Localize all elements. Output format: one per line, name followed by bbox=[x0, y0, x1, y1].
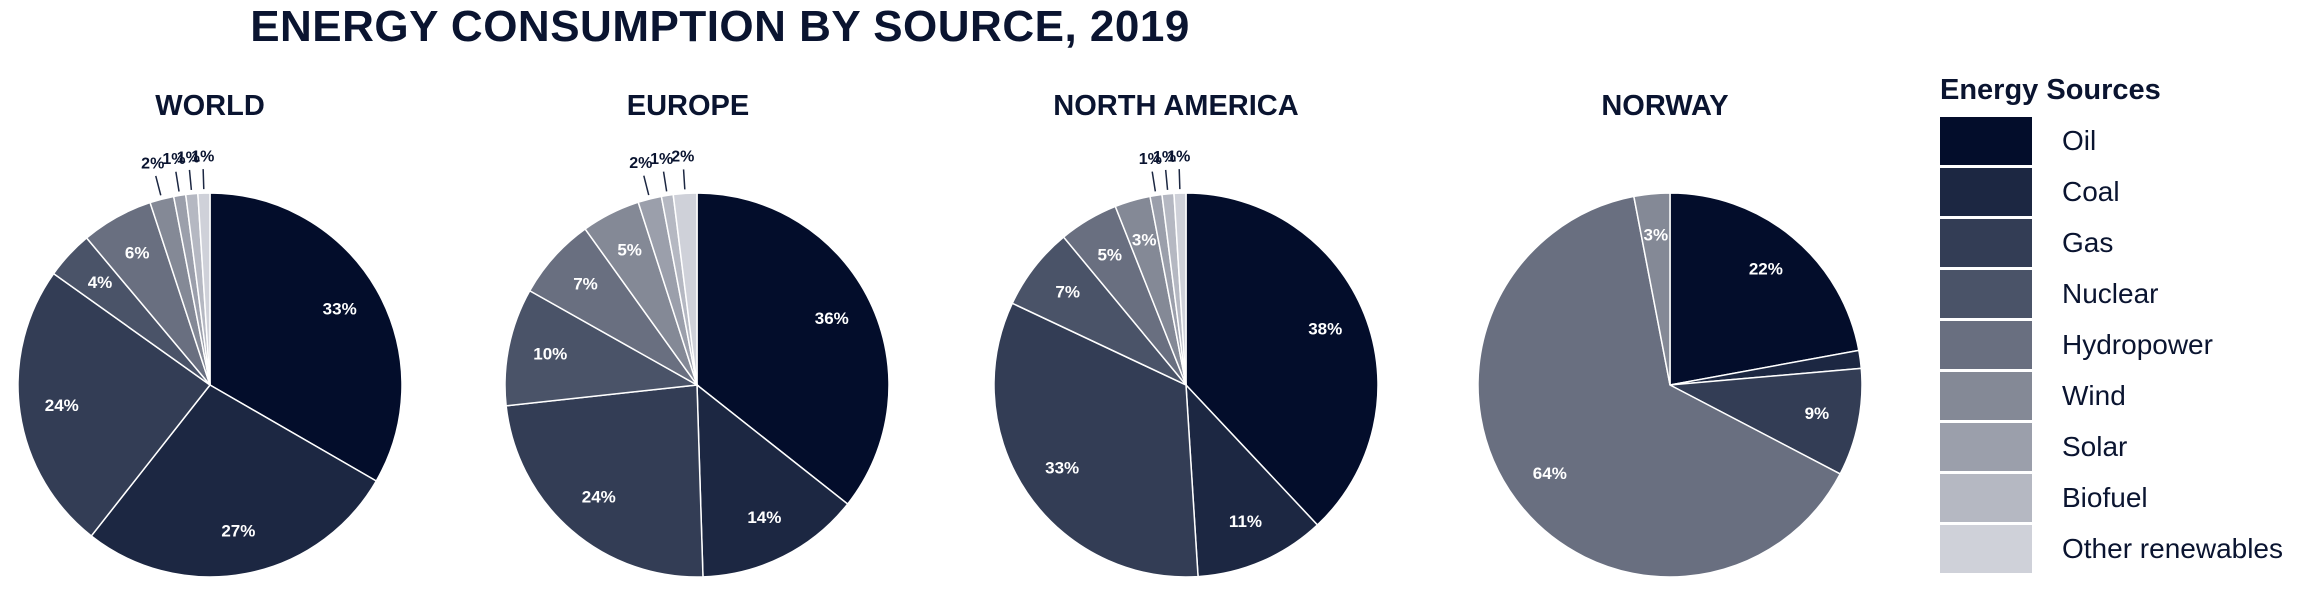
legend-label-gas: Gas bbox=[2062, 226, 2114, 258]
legend-swatch-oil bbox=[1940, 116, 2032, 165]
slice-world-gas bbox=[17, 272, 212, 537]
data-label-norway-gas: 9% bbox=[1805, 404, 1830, 423]
slice-norway-hydropower bbox=[1477, 195, 1842, 578]
data-label-north-america-gas: 33% bbox=[1045, 459, 1079, 478]
slice-europe-coal bbox=[696, 383, 849, 578]
data-label-world-solar: 1% bbox=[162, 151, 185, 168]
data-label-europe-hydropower: 7% bbox=[573, 275, 598, 294]
slice-north-america-coal bbox=[1185, 382, 1319, 578]
data-label-world-hydropower: 6% bbox=[125, 244, 150, 263]
slice-europe-gas bbox=[505, 384, 704, 578]
data-label-norway-hydropower: 64% bbox=[1533, 464, 1567, 483]
data-label-world-other-renewables: 1% bbox=[191, 148, 214, 165]
legend-label-biofuel: Biofuel bbox=[2062, 481, 2148, 513]
legend-label-coal: Coal bbox=[2062, 175, 2120, 207]
slice-norway-oil bbox=[1669, 192, 1860, 386]
data-label-europe-biofuel: 1% bbox=[650, 151, 673, 168]
data-label-north-america-wind: 3% bbox=[1132, 231, 1157, 250]
data-label-north-america-coal: 11% bbox=[1229, 512, 1262, 531]
leader-line-europe-solar bbox=[643, 175, 650, 196]
legend-item-gas: Gas bbox=[1940, 217, 2300, 268]
data-label-north-america-oil: 38% bbox=[1308, 319, 1342, 338]
data-label-north-america-other-renewables: 1% bbox=[1167, 148, 1190, 165]
slice-north-america-oil bbox=[1185, 192, 1379, 527]
data-label-europe-gas: 24% bbox=[582, 488, 616, 507]
legend-swatch-biofuel bbox=[1940, 473, 2032, 522]
leader-line-world-other-renewables bbox=[202, 169, 205, 190]
leader-line-north-america-solar bbox=[1151, 171, 1157, 192]
slice-norway-gas bbox=[1667, 367, 1863, 475]
leader-line-world-solar bbox=[175, 171, 180, 192]
leader-line-world-biofuel bbox=[188, 169, 193, 190]
pie-title-norway: NORWAY bbox=[1601, 90, 1729, 122]
data-label-north-america-nuclear: 7% bbox=[1055, 283, 1080, 302]
data-label-world-coal: 27% bbox=[221, 522, 255, 541]
legend-item-wind: Wind bbox=[1940, 370, 2300, 421]
legend-swatch-gas bbox=[1940, 218, 2032, 267]
legend-swatch-other-renewables bbox=[1940, 524, 2032, 573]
pie-title-world: WORLD bbox=[155, 90, 265, 122]
data-label-norway-oil: 22% bbox=[1749, 259, 1783, 278]
data-label-north-america-solar: 1% bbox=[1139, 151, 1162, 168]
slice-world-other-renewables bbox=[197, 192, 211, 386]
slice-europe-other-renewables bbox=[672, 192, 698, 386]
legend-item-coal: Coal bbox=[1940, 166, 2300, 217]
legend-title: Energy Sources bbox=[1940, 74, 2161, 106]
legend-swatch-hydropower bbox=[1940, 320, 2032, 369]
leader-line-europe-other-renewables bbox=[682, 169, 686, 190]
data-label-north-america-biofuel: 1% bbox=[1153, 149, 1176, 166]
leader-line-europe-biofuel bbox=[662, 171, 668, 192]
legend-label-solar: Solar bbox=[2062, 430, 2128, 462]
data-label-europe-oil: 36% bbox=[815, 309, 849, 328]
leader-line-north-america-biofuel bbox=[1164, 169, 1169, 190]
legend-label-other-renewables: Other renewables bbox=[2062, 532, 2284, 564]
pie-title-europe: EUROPE bbox=[626, 90, 750, 122]
slice-world-oil bbox=[209, 192, 403, 483]
slice-north-america-gas bbox=[993, 302, 1199, 578]
chart-title: ENERGY CONSUMPTION BY SOURCE, 2019 bbox=[250, 2, 1190, 51]
data-label-norway-wind: 3% bbox=[1644, 225, 1669, 244]
legend-label-nuclear: Nuclear bbox=[2062, 277, 2159, 309]
slice-north-america-other-renewables bbox=[1173, 192, 1187, 386]
legend-item-hydropower: Hydropower bbox=[1940, 319, 2300, 370]
legend-item-other-renewables: Other renewables bbox=[1940, 523, 2300, 574]
pie-charts: 33%27%24%4%6%2%1%1%1%36%14%24%10%7%5%2%1… bbox=[17, 148, 1863, 578]
pie-title-north-america: NORTH AMERICA bbox=[1053, 90, 1299, 122]
data-label-world-oil: 33% bbox=[323, 300, 357, 319]
legend-swatch-coal bbox=[1940, 167, 2032, 216]
data-label-europe-solar: 2% bbox=[629, 155, 652, 172]
data-label-europe-other-renewables: 2% bbox=[671, 149, 694, 166]
legend-items: Oil Coal Gas Nuclear Hydropower Wind Solar Biof… bbox=[1940, 115, 2300, 574]
leader-line-north-america-other-renewables bbox=[1178, 169, 1181, 190]
data-label-world-wind: 2% bbox=[141, 156, 164, 173]
legend-label-oil: Oil bbox=[2062, 124, 2097, 156]
legend: Energy Sources Oil Coal Gas Nuclear Hydropow… bbox=[1940, 74, 2300, 574]
data-label-world-biofuel: 1% bbox=[177, 149, 200, 166]
slice-europe-oil bbox=[696, 192, 890, 506]
legend-item-nuclear: Nuclear bbox=[1940, 268, 2300, 319]
legend-item-oil: Oil bbox=[1940, 115, 2300, 166]
data-label-world-gas: 24% bbox=[45, 396, 79, 415]
legend-label-hydropower: Hydropower bbox=[2062, 328, 2213, 360]
legend-swatch-solar bbox=[1940, 422, 2032, 471]
data-label-north-america-hydropower: 5% bbox=[1097, 246, 1122, 265]
data-label-world-nuclear: 4% bbox=[88, 273, 113, 292]
legend-swatch-wind bbox=[1940, 371, 2032, 420]
legend-swatch-nuclear bbox=[1940, 269, 2032, 318]
legend-item-biofuel: Biofuel bbox=[1940, 472, 2300, 523]
data-label-europe-nuclear: 10% bbox=[533, 344, 567, 363]
legend-item-solar: Solar bbox=[1940, 421, 2300, 472]
data-label-europe-coal: 14% bbox=[747, 508, 781, 527]
slice-europe-nuclear bbox=[504, 289, 700, 407]
slice-norway-wind bbox=[1632, 192, 1671, 386]
leader-line-world-wind bbox=[155, 175, 162, 196]
legend-label-wind: Wind bbox=[2062, 379, 2126, 411]
slice-world-coal bbox=[90, 384, 378, 578]
data-label-europe-wind: 5% bbox=[617, 241, 642, 260]
